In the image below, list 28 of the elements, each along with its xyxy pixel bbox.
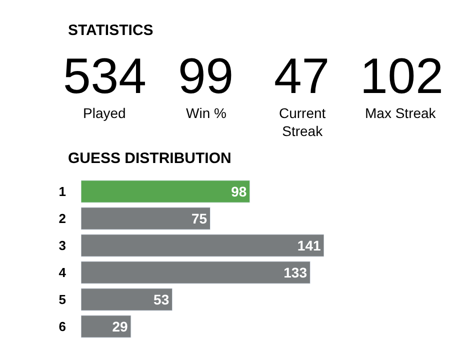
data-label: 29 (112, 318, 128, 334)
y-tick-label: 1 (58, 184, 66, 200)
y-tick-label: 3 (58, 238, 66, 254)
category-label: Played (83, 105, 126, 121)
category-label: Current Streak (279, 105, 326, 140)
data-label: 99 (178, 48, 234, 104)
data-label: 53 (154, 292, 170, 308)
category-label: Max Streak (365, 105, 437, 121)
bar (81, 261, 310, 284)
data-label: 141 (297, 238, 321, 254)
bar (81, 234, 324, 257)
text: STATISTICS (68, 22, 154, 39)
data-label: 75 (191, 210, 208, 226)
bar (81, 207, 211, 230)
y-tick-label: 2 (58, 211, 66, 226)
y-tick-label: 6 (58, 319, 66, 334)
chart-title: GUESS DISTRIBUTION (68, 150, 232, 167)
data-label: 102 (360, 48, 444, 104)
data-label: 98 (231, 184, 247, 200)
bar (81, 288, 173, 311)
bar (81, 180, 250, 203)
data-label: 47 (274, 48, 330, 104)
y-tick-label: 4 (58, 265, 67, 280)
y-tick-label: 5 (58, 292, 66, 308)
data-label: 133 (284, 264, 308, 280)
category-label: Win % (186, 105, 226, 121)
data-label: 534 (63, 48, 146, 104)
bar (81, 315, 132, 338)
